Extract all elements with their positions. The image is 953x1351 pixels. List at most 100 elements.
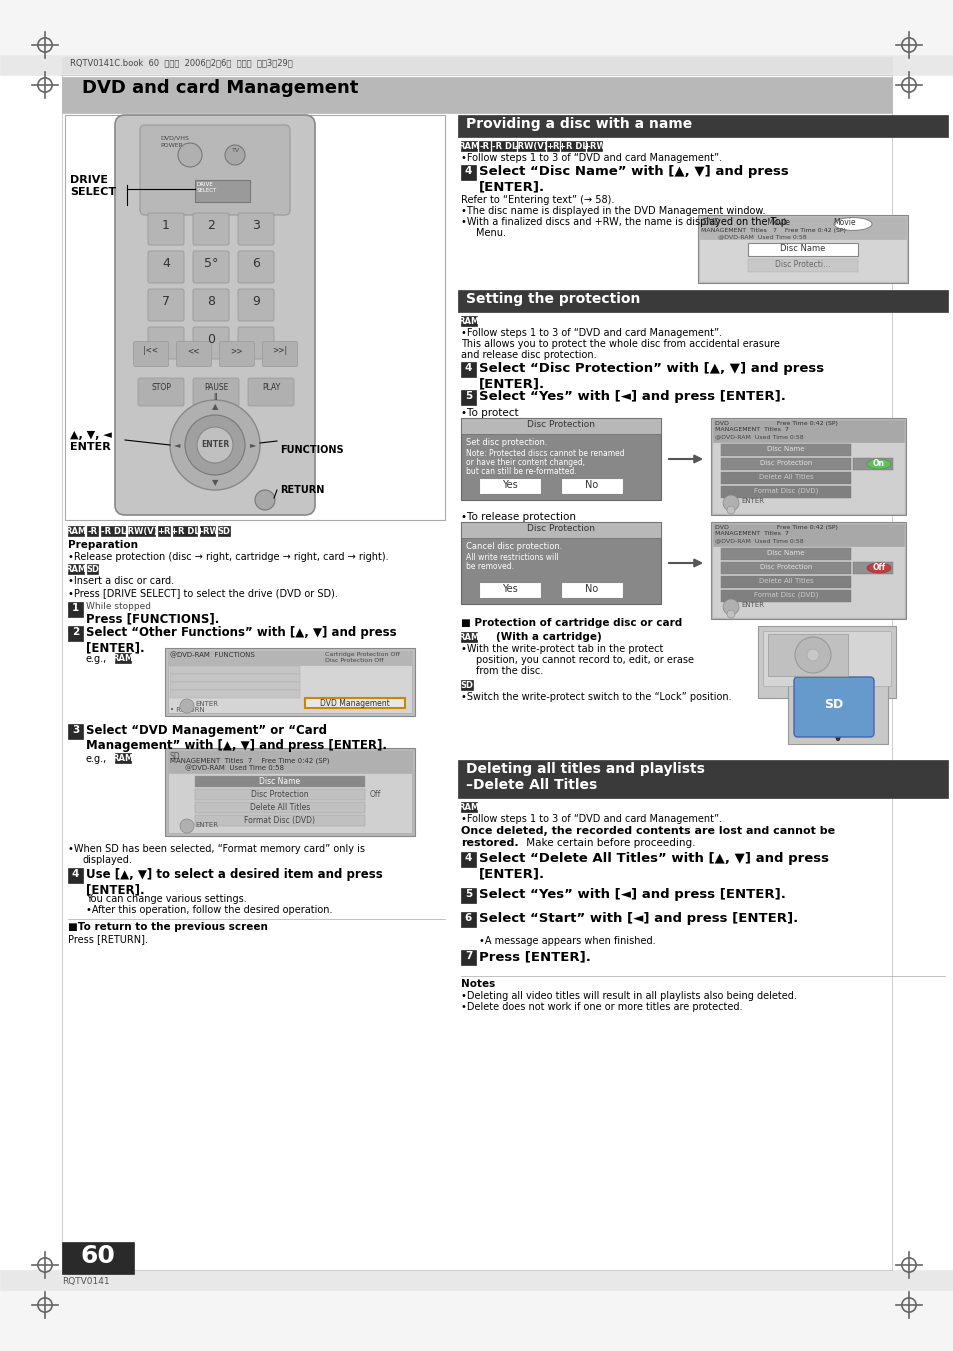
- FancyBboxPatch shape: [720, 576, 850, 588]
- Text: Format Disc (DVD): Format Disc (DVD): [244, 816, 315, 825]
- Text: Disc Name: Disc Name: [766, 446, 804, 453]
- FancyBboxPatch shape: [852, 562, 892, 574]
- FancyBboxPatch shape: [173, 526, 196, 536]
- FancyBboxPatch shape: [170, 690, 299, 698]
- Text: •After this operation, follow the desired operation.: •After this operation, follow the desire…: [86, 905, 333, 915]
- FancyBboxPatch shape: [767, 634, 847, 676]
- Text: Disc Protection: Disc Protection: [759, 563, 811, 570]
- Text: ENTER: ENTER: [194, 701, 218, 707]
- FancyBboxPatch shape: [720, 562, 850, 574]
- FancyBboxPatch shape: [460, 316, 476, 326]
- Text: MANAGEMENT  Titles  7    Free Time 0:42 (SP): MANAGEMENT Titles 7 Free Time 0:42 (SP): [170, 758, 329, 765]
- Text: No: No: [585, 480, 598, 490]
- Text: 4: 4: [464, 852, 472, 863]
- Text: ENTER: ENTER: [201, 440, 229, 449]
- Text: @DVD-RAM  FUNCTIONS: @DVD-RAM FUNCTIONS: [170, 653, 254, 658]
- Text: <<: <<: [188, 346, 200, 355]
- Text: On: On: [872, 459, 884, 467]
- FancyBboxPatch shape: [158, 526, 170, 536]
- Text: RAM: RAM: [457, 802, 479, 812]
- Text: •To protect: •To protect: [460, 408, 518, 417]
- FancyBboxPatch shape: [194, 789, 365, 800]
- FancyBboxPatch shape: [492, 141, 516, 151]
- FancyBboxPatch shape: [262, 342, 297, 366]
- Text: 0: 0: [207, 332, 214, 346]
- FancyBboxPatch shape: [586, 141, 601, 151]
- Text: Press [FUNCTIONS].: Press [FUNCTIONS].: [86, 612, 219, 626]
- FancyBboxPatch shape: [478, 582, 540, 598]
- FancyBboxPatch shape: [168, 751, 412, 773]
- Text: PLAY: PLAY: [262, 382, 280, 392]
- FancyBboxPatch shape: [62, 57, 891, 73]
- FancyBboxPatch shape: [165, 648, 415, 716]
- Text: 6: 6: [464, 913, 472, 923]
- Text: DVD                        Free Time 0:42 (SP): DVD Free Time 0:42 (SP): [714, 526, 837, 530]
- Text: RQTV0141C.book  60  ページ  2006年2月6日  月曜日  午後3時29分: RQTV0141C.book 60 ページ 2006年2月6日 月曜日 午後3時…: [70, 58, 293, 68]
- FancyBboxPatch shape: [720, 471, 850, 484]
- Text: Press [ENTER].: Press [ENTER].: [478, 950, 590, 963]
- Text: 6: 6: [252, 257, 259, 270]
- FancyBboxPatch shape: [237, 327, 274, 359]
- Text: DVD/VHS: DVD/VHS: [160, 135, 189, 141]
- FancyBboxPatch shape: [68, 867, 83, 884]
- FancyBboxPatch shape: [457, 115, 947, 136]
- Text: ▲: ▲: [212, 403, 218, 411]
- Text: +R DL: +R DL: [171, 527, 199, 536]
- Text: SD: SD: [86, 565, 99, 574]
- Text: and release disc protection.: and release disc protection.: [460, 350, 596, 359]
- Text: -R DL: -R DL: [100, 527, 126, 536]
- Text: restored.: restored.: [460, 838, 518, 848]
- Text: >>|: >>|: [273, 346, 287, 355]
- Text: Press [RETURN].: Press [RETURN].: [68, 934, 148, 944]
- FancyBboxPatch shape: [193, 289, 229, 322]
- FancyBboxPatch shape: [460, 390, 476, 405]
- Ellipse shape: [833, 218, 871, 231]
- Circle shape: [722, 494, 739, 511]
- Text: Off: Off: [370, 790, 381, 798]
- Text: Disc Name: Disc Name: [259, 777, 300, 786]
- Text: Make certain before proceeding.: Make certain before proceeding.: [522, 838, 695, 848]
- FancyBboxPatch shape: [115, 653, 131, 663]
- Text: SD: SD: [217, 527, 231, 536]
- Text: 7: 7: [464, 951, 472, 961]
- Text: This allows you to protect the whole disc from accidental erasure: This allows you to protect the whole dis…: [460, 339, 779, 349]
- Text: @DVD-RAM  Used Time 0:58: @DVD-RAM Used Time 0:58: [185, 765, 284, 771]
- FancyBboxPatch shape: [478, 478, 540, 494]
- Text: RAM: RAM: [65, 527, 87, 536]
- FancyBboxPatch shape: [710, 521, 905, 619]
- Text: be removed.: be removed.: [465, 562, 514, 571]
- Text: •Follow steps 1 to 3 of “DVD and card Management”.: •Follow steps 1 to 3 of “DVD and card Ma…: [460, 328, 721, 338]
- FancyBboxPatch shape: [0, 0, 953, 55]
- Text: @DVD-RAM  Used Time 0:58: @DVD-RAM Used Time 0:58: [714, 434, 802, 439]
- Circle shape: [185, 415, 245, 476]
- Text: RQTV0141: RQTV0141: [62, 1277, 110, 1286]
- Text: 5°: 5°: [204, 257, 218, 270]
- FancyBboxPatch shape: [720, 444, 850, 457]
- Text: •To release protection: •To release protection: [460, 512, 576, 521]
- Text: -RW(V): -RW(V): [515, 142, 548, 151]
- Text: No: No: [585, 584, 598, 594]
- Text: Notes: Notes: [460, 979, 495, 989]
- Text: +R DL: +R DL: [558, 142, 587, 151]
- Text: ENTER: ENTER: [194, 821, 218, 828]
- Text: DRIVE
SELECT: DRIVE SELECT: [70, 176, 116, 197]
- Text: Disc Protection: Disc Protection: [526, 420, 595, 430]
- FancyBboxPatch shape: [176, 342, 212, 366]
- FancyBboxPatch shape: [712, 524, 903, 546]
- FancyBboxPatch shape: [460, 912, 476, 927]
- FancyBboxPatch shape: [62, 76, 891, 1270]
- FancyBboxPatch shape: [712, 420, 903, 513]
- Text: •When SD has been selected, “Format memory card” only is: •When SD has been selected, “Format memo…: [68, 844, 365, 854]
- FancyBboxPatch shape: [168, 751, 412, 834]
- FancyBboxPatch shape: [199, 526, 215, 536]
- FancyBboxPatch shape: [68, 526, 84, 536]
- Text: Disc Protection: Disc Protection: [526, 524, 595, 534]
- Text: •Deleting all video titles will result in all playlists also being deleted.: •Deleting all video titles will result i…: [460, 992, 796, 1001]
- Text: ►: ►: [250, 440, 256, 449]
- Text: Format Disc (DVD): Format Disc (DVD): [753, 488, 818, 494]
- Text: >>: >>: [231, 346, 243, 355]
- FancyBboxPatch shape: [170, 682, 299, 690]
- FancyBboxPatch shape: [248, 378, 294, 407]
- Text: •With the write-protect tab in the protect: •With the write-protect tab in the prote…: [460, 644, 662, 654]
- Text: Yes: Yes: [501, 480, 517, 490]
